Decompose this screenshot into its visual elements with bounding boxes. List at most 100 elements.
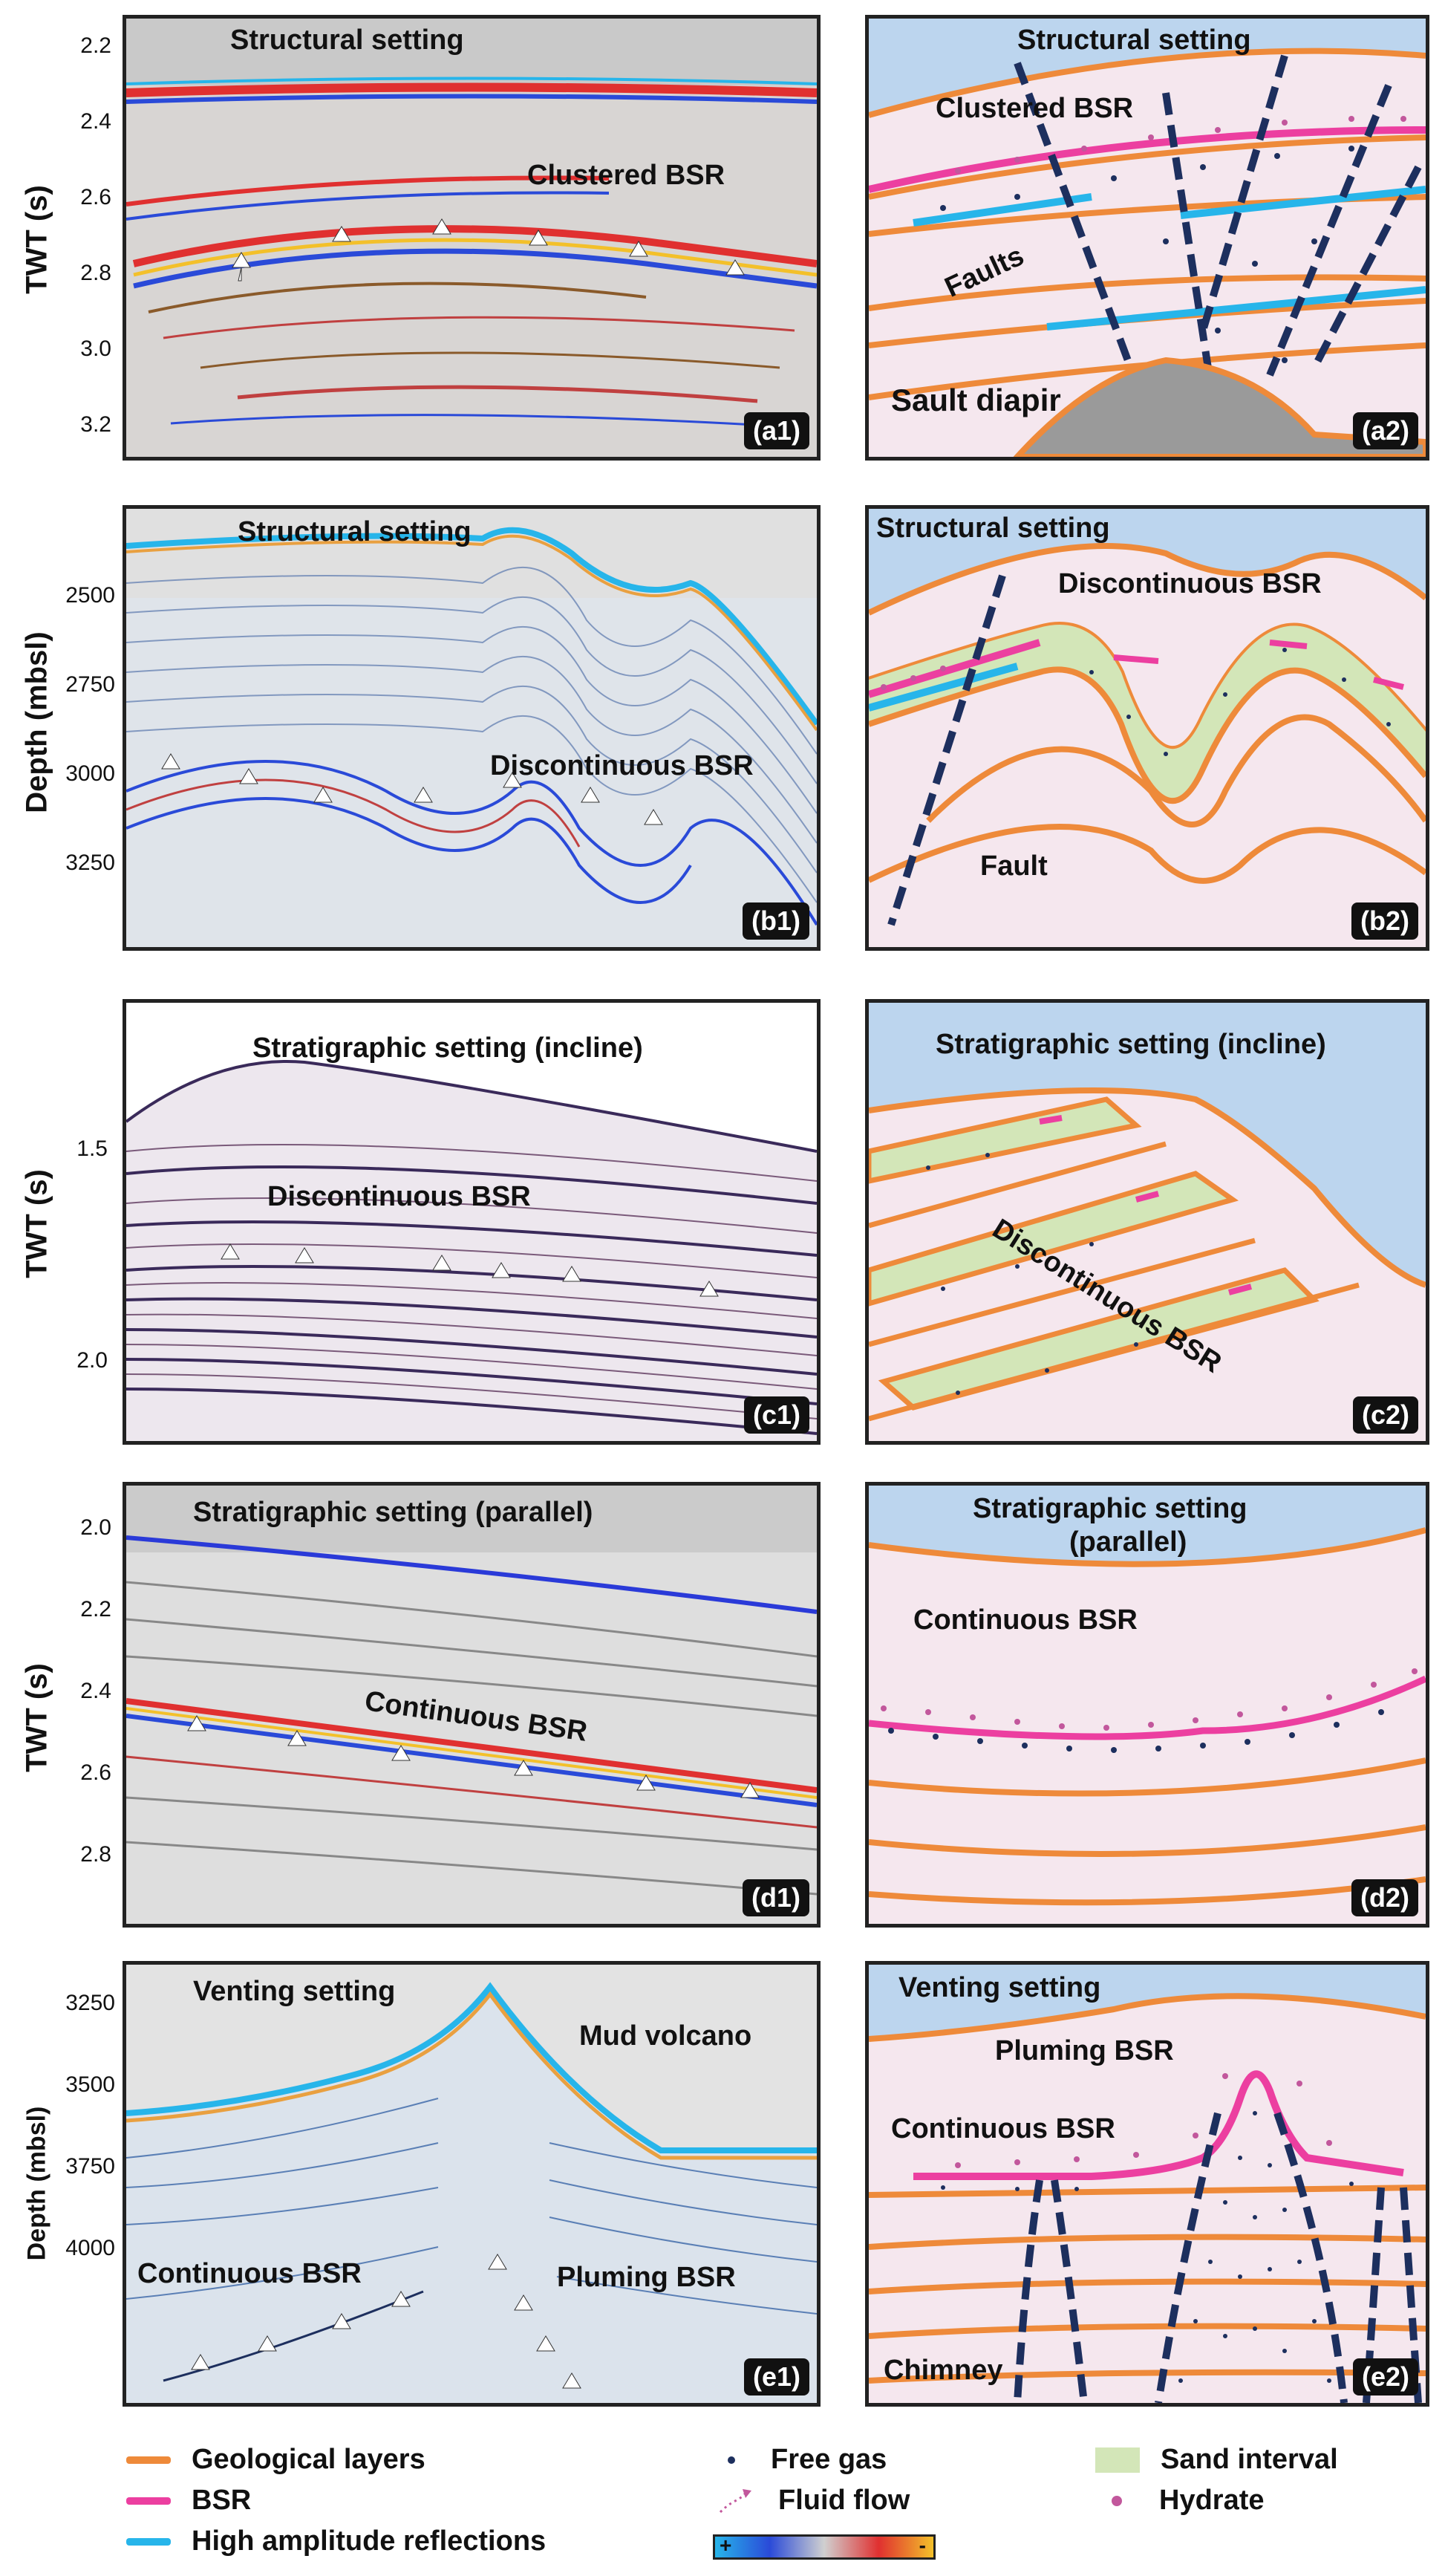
annotation-pluming-bsr: Pluming BSR [995, 2035, 1174, 2066]
annotation-sault-diapir: Sault diapir [891, 383, 1061, 417]
panel-tag: (c2) [1352, 1396, 1418, 1434]
tick-label: 2.0 [80, 1515, 111, 1540]
panel-a1-seismic: Structural setting Clustered BSR (a1) [123, 15, 821, 461]
tick-label: 3250 [65, 850, 115, 875]
swatch-pink [126, 2497, 171, 2505]
panel-a2-schematic: Structural setting Clustered BSR Faults … [865, 15, 1429, 461]
legend-label: Fluid flow [778, 2485, 910, 2516]
fluid-flow-arrow-icon [719, 2488, 751, 2513]
panel-tag: (b1) [743, 902, 809, 940]
tick-label: 2.2 [80, 1597, 111, 1622]
panel-title: Structural setting [238, 516, 472, 547]
panel-e2-schematic: Venting setting Pluming BSR Continuous B… [865, 1961, 1429, 2407]
tick-label: 4000 [65, 2236, 115, 2260]
panel-d2-schematic: Stratigraphic setting (parallel) Continu… [865, 1482, 1429, 1928]
panel-title: Stratigraphic setting (incline) [936, 1029, 1326, 1060]
annotation-discontinuous-bsr: Discontinuous BSR [490, 750, 754, 781]
panel-tag: (e1) [743, 2358, 809, 2396]
tick-label: 2.8 [80, 1842, 111, 1867]
schematic-b2 [869, 509, 1426, 926]
annotation-pluming-bsr: Pluming BSR [557, 2262, 736, 2293]
tick-label: 2750 [65, 672, 115, 697]
tick-label: 3.0 [80, 336, 111, 361]
dot-icon [1112, 2495, 1122, 2506]
legend-fluid-flow: Fluid flow [713, 2485, 910, 2517]
tick-label: 2.2 [80, 33, 111, 58]
annotation-continuous-bsr: Continuous BSR [891, 2113, 1115, 2144]
tick-label: 2.0 [76, 1348, 108, 1373]
annotation-mud-volcano: Mud volcano [579, 2020, 752, 2052]
panel-title: Stratigraphic setting (parallel) [193, 1497, 593, 1528]
legend-free-gas: Free gas [713, 2444, 887, 2476]
panel-title: Stratigraphic setting (incline) [252, 1032, 643, 1064]
panel-tag: (a2) [1352, 412, 1418, 449]
tick-label: 2.6 [80, 1760, 111, 1785]
legend-geological-layers: Geological layers [126, 2444, 425, 2476]
legend-label: Sand interval [1161, 2444, 1338, 2475]
colorbar-minus: - [919, 2534, 926, 2557]
swatch-orange [126, 2456, 171, 2464]
panel-b2-schematic: Structural setting Discontinuous BSR Fau… [865, 505, 1429, 951]
legend-label: BSR [192, 2485, 252, 2516]
tick-label: 2.4 [80, 109, 111, 134]
seismic-section-d1 [126, 1486, 817, 1896]
seismic-section-a1 [126, 19, 817, 429]
annotation-clustered-bsr: Clustered BSR [936, 93, 1134, 124]
panel-tag: (a1) [743, 412, 809, 449]
legend-bsr: BSR [126, 2485, 251, 2517]
seismic-section-b1 [126, 509, 817, 926]
panel-title: Venting setting [193, 1976, 396, 2007]
colorbar: + - [713, 2534, 936, 2560]
panel-b1-seismic: Structural setting Discontinuous BSR (b1… [123, 505, 821, 951]
panel-tag: (c1) [743, 1396, 809, 1434]
panel-title: Structural setting [876, 513, 1110, 544]
legend-label: Hydrate [1159, 2485, 1265, 2516]
legend-high-amplitude: High amplitude reflections [126, 2525, 546, 2557]
tick-label: 2.8 [80, 261, 111, 285]
legend-sand-interval: Sand interval [1095, 2444, 1338, 2476]
panel-title: Structural setting [1017, 25, 1251, 56]
seismic-section-c1 [126, 1060, 817, 1441]
schematic-a2 [869, 19, 1426, 457]
panel-title: Structural setting [230, 25, 464, 56]
legend-label: Free gas [771, 2444, 887, 2475]
schematic-e2 [869, 1965, 1426, 2403]
panel-tag: (d1) [743, 1879, 809, 1916]
tick-label: 3750 [65, 2154, 115, 2179]
y-axis-label-a: TWT (s) [20, 185, 53, 294]
swatch-green [1095, 2447, 1140, 2473]
dot-icon [728, 2456, 735, 2464]
panel-title-line2: (parallel) [1069, 1526, 1187, 1558]
panel-title-line1: Stratigraphic setting [973, 1493, 1247, 1524]
tick-label: 1.5 [76, 1136, 108, 1161]
tick-label: 3000 [65, 761, 115, 786]
annotation-discontinuous-bsr: Discontinuous BSR [267, 1181, 531, 1212]
panel-tag: (b2) [1351, 902, 1418, 940]
panel-tag: (e2) [1352, 2358, 1418, 2396]
annotation-chimney: Chimney [884, 2355, 1003, 2386]
tick-label: 2.4 [80, 1679, 111, 1703]
tick-label: 2500 [65, 583, 115, 608]
tick-label: 3500 [65, 2072, 115, 2097]
tick-label: 3.2 [80, 412, 111, 437]
tick-label: 2.6 [80, 185, 111, 209]
panel-tag: (d2) [1351, 1879, 1418, 1916]
annotation-discontinuous-bsr: Discontinuous BSR [1058, 568, 1322, 599]
annotation-clustered-bsr: Clustered BSR [527, 160, 725, 191]
colorbar-plus: + [720, 2534, 732, 2557]
annotation-continuous-bsr: Continuous BSR [913, 1604, 1138, 1636]
panel-title: Venting setting [898, 1972, 1101, 2003]
schematic-d2 [869, 1486, 1426, 1906]
legend-hydrate: Hydrate [1095, 2485, 1265, 2517]
panel-c2-schematic: Stratigraphic setting (incline) Disconti… [865, 999, 1429, 1445]
panel-e1-seismic: Venting setting Mud volcano Continuous B… [123, 1961, 821, 2407]
panel-c1-seismic: Stratigraphic setting (incline) Disconti… [123, 999, 821, 1445]
legend-label: High amplitude reflections [192, 2525, 547, 2557]
swatch-cyan [126, 2537, 171, 2546]
y-axis-label-b: Depth (mbsl) [20, 631, 53, 813]
annotation-fault: Fault [980, 850, 1048, 882]
schematic-c2 [869, 1003, 1426, 1422]
tick-label: 3250 [65, 1991, 115, 2015]
panel-d1-seismic: Stratigraphic setting (parallel) Continu… [123, 1482, 821, 1928]
seismic-section-e1 [126, 1965, 817, 2389]
